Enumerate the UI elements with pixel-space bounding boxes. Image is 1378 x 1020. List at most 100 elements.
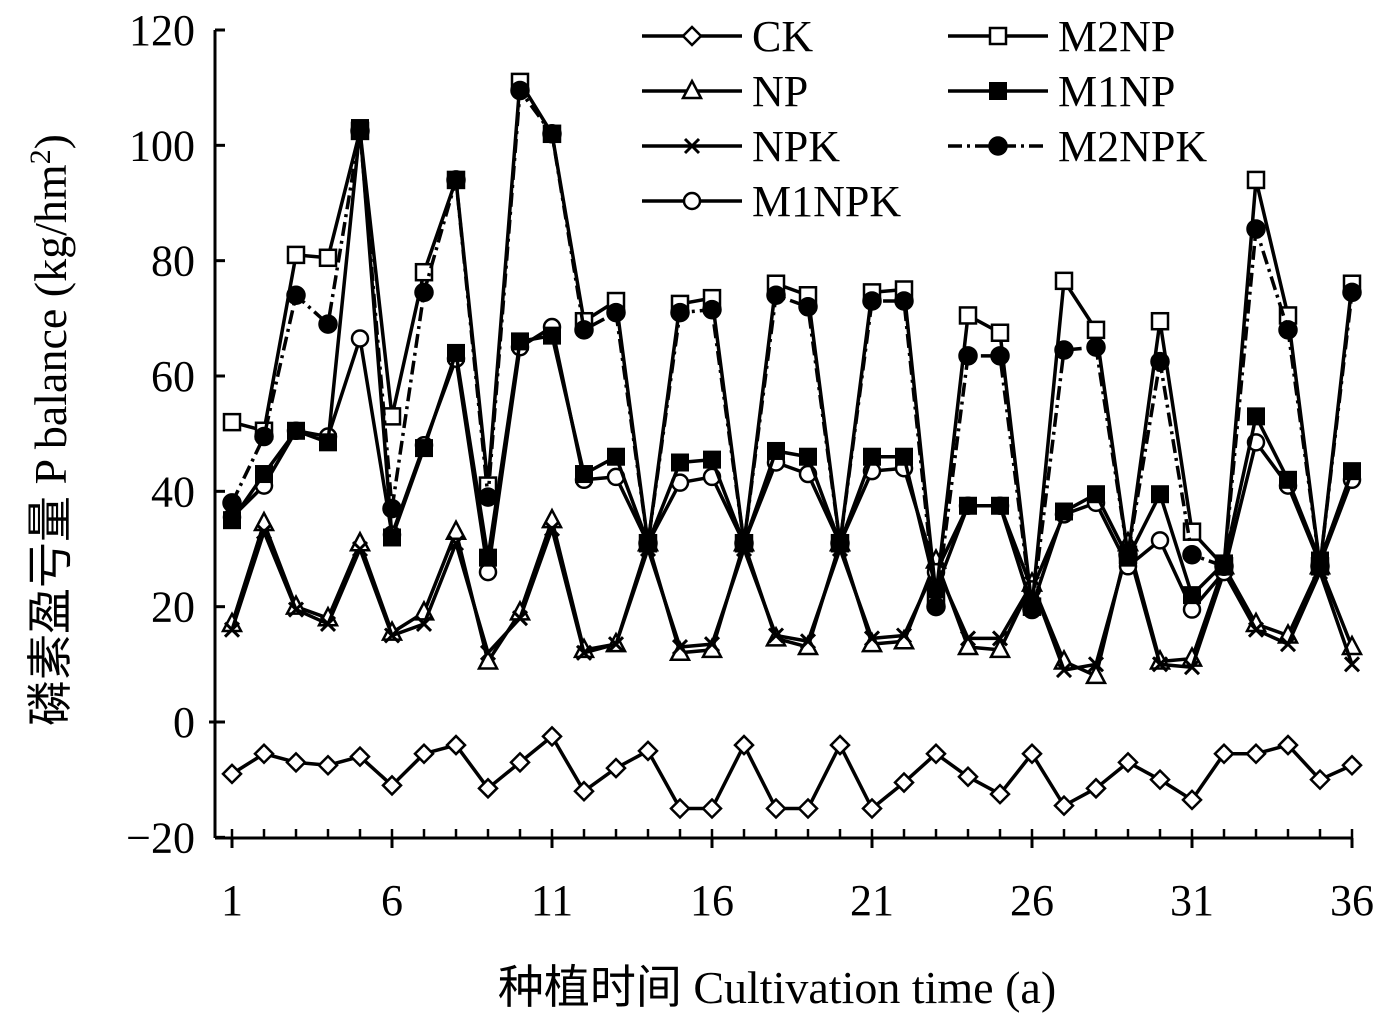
data-point-m1np — [607, 447, 625, 466]
x-tick-label: 11 — [531, 876, 573, 925]
data-point-npk-stroke-b — [1055, 662, 1073, 679]
data-point-m2npk — [542, 124, 562, 144]
data-point-m2npk — [1182, 545, 1202, 565]
data-point-m2np — [958, 306, 978, 325]
data-point-np — [956, 634, 980, 656]
data-point-npk-stroke-b — [1343, 656, 1361, 673]
x-axis-title: 种植时间 Cultivation time (a) — [498, 962, 1056, 1013]
data-point-m1np — [863, 447, 881, 466]
y-axis-title: 磷素盈亏量 P balance (kg/hm2) — [24, 134, 76, 726]
legend-item-m1np: M1NP — [948, 67, 1175, 116]
legend-marker-npk — [683, 137, 701, 155]
data-point-npk — [863, 630, 881, 647]
data-point-m1np — [767, 441, 785, 460]
data-point-npk — [479, 644, 497, 661]
data-point-m2npk — [638, 533, 658, 553]
data-point-m2np — [1246, 170, 1266, 190]
data-point-npk-stroke-b — [319, 615, 337, 633]
data-point-npk-stroke-b — [447, 535, 465, 552]
data-point-ck — [349, 745, 371, 768]
data-point-npk-stroke-b — [799, 633, 817, 650]
data-point-ck — [829, 734, 851, 756]
data-point-ck — [477, 777, 499, 800]
data-point-ck — [1149, 768, 1171, 791]
data-point-m2npk — [670, 302, 690, 323]
data-point-ck — [1117, 751, 1139, 774]
data-point-m1np — [1183, 586, 1201, 605]
data-point-ck — [253, 742, 275, 765]
data-point-m2npk — [222, 493, 242, 513]
data-point-npk-stroke-b — [415, 615, 433, 633]
data-point-npk — [351, 540, 369, 558]
legend-label-np: NP — [752, 67, 808, 116]
legend-label-ck: CK — [752, 12, 813, 61]
data-point-npk-stroke-b — [1151, 656, 1169, 673]
series-npk — [223, 520, 1361, 679]
data-point-ck — [381, 774, 403, 797]
data-point-m1np — [1343, 462, 1361, 481]
y-tick-label: 120 — [129, 6, 195, 55]
data-point-m2npk — [574, 320, 594, 340]
data-point-m2np — [990, 323, 1010, 342]
data-point-npk — [543, 520, 561, 537]
data-point-m2npk — [1150, 351, 1170, 372]
data-point-npk — [511, 610, 529, 627]
data-point-npk — [671, 638, 689, 656]
y-tick-label: −20 — [126, 813, 195, 862]
data-point-m1np — [575, 465, 593, 484]
data-point-m1np — [543, 326, 561, 345]
data-point-m2npk — [830, 533, 850, 553]
legend-label-npk: NPK — [752, 122, 840, 171]
data-point-m1np — [255, 465, 273, 484]
data-point-m2npk — [862, 291, 882, 311]
series-layer — [220, 72, 1364, 820]
y-tick-label: 100 — [129, 121, 195, 170]
data-point-npk — [1279, 636, 1297, 653]
data-point-npk-stroke-b — [575, 644, 593, 661]
data-point-npk-stroke-b — [1247, 621, 1265, 638]
data-point-m1np — [1087, 485, 1105, 504]
legend-item-np: NP — [642, 67, 808, 116]
data-point-npk-stroke-b — [287, 601, 305, 618]
data-point-npk — [991, 630, 1009, 647]
legend-label-m2np: M2NP — [1058, 12, 1175, 61]
data-point-ck — [1277, 734, 1299, 756]
data-point-npk — [287, 601, 305, 618]
data-point-npk-stroke-b — [671, 638, 689, 656]
legend-label-m2npk: M2NPK — [1058, 122, 1207, 171]
x-tick-label: 36 — [1330, 876, 1374, 925]
data-point-m1np — [223, 511, 241, 530]
data-point-npk-stroke-b — [1279, 636, 1297, 653]
legend-marker-m1np — [989, 82, 1007, 100]
data-point-npk-stroke-b — [543, 520, 561, 537]
data-point-npk — [1247, 621, 1265, 638]
data-point-m1np — [703, 450, 721, 469]
data-point-ck — [701, 797, 723, 820]
data-point-ck — [637, 740, 659, 762]
legend-marker-m2np — [988, 26, 1008, 46]
series-m2npk — [222, 80, 1362, 620]
data-point-ck — [285, 751, 307, 774]
data-point-npk-stroke-b — [767, 627, 785, 644]
legend-marker-m1npk — [682, 191, 702, 211]
data-point-m2npk — [478, 487, 498, 507]
legend-marker-ck — [681, 25, 703, 47]
data-point-m2npk — [1086, 337, 1106, 357]
data-point-npk — [1151, 656, 1169, 673]
x-tick-label: 26 — [1010, 876, 1054, 925]
data-point-npk-stroke-b — [959, 630, 977, 647]
data-point-m1np — [287, 421, 305, 440]
data-point-m2npk — [318, 314, 338, 334]
data-point-m1np — [1055, 502, 1073, 521]
data-point-npk-stroke-b — [607, 636, 625, 653]
data-point-ck — [893, 771, 915, 794]
data-point-npk-stroke-b — [479, 644, 497, 661]
data-point-npk — [703, 636, 721, 653]
data-point-ck — [957, 766, 979, 788]
data-point-m1np — [511, 332, 529, 351]
data-point-m2npk — [1118, 545, 1138, 565]
series-ck — [221, 725, 1363, 820]
data-point-m2npk — [926, 596, 946, 617]
data-point-ck — [797, 797, 819, 820]
